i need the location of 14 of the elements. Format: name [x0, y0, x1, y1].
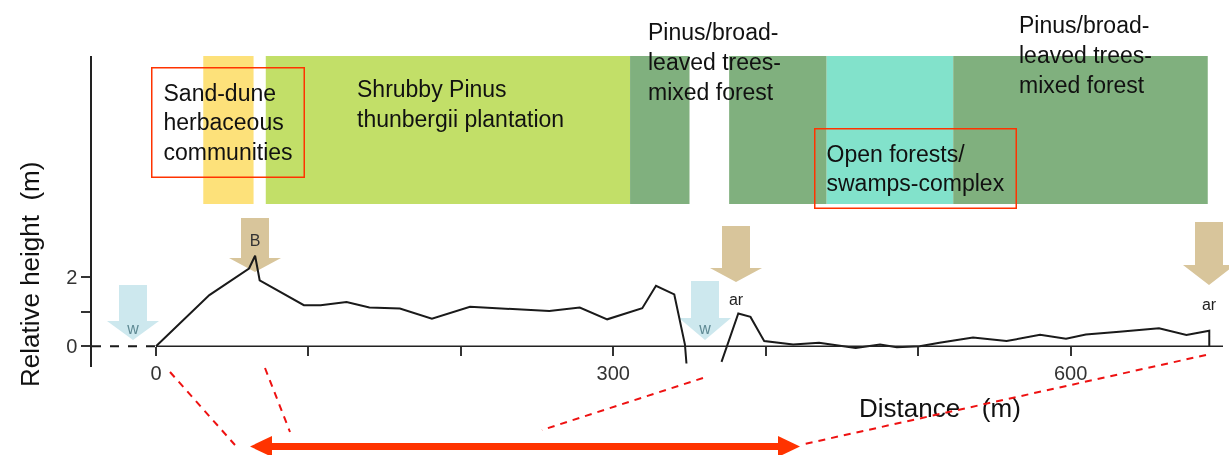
x-tick-label: 600 [1053, 362, 1088, 385]
band-label: Open forests/ swamps-complex [826, 140, 1005, 197]
x-tick-label: 0 [150, 362, 162, 385]
annotation: w [698, 320, 712, 338]
annotation: ar [1200, 296, 1218, 314]
annotation: w [126, 320, 140, 338]
y-axis-title: Relative height (m) [15, 161, 45, 387]
y-tick-label: 2 [66, 266, 78, 289]
x-tick-label: 300 [596, 362, 630, 385]
annotation: B [248, 232, 262, 250]
annotation: ar [727, 291, 745, 309]
band-label: Shrubby Pinus thunbergii plantation [357, 76, 565, 132]
band-label: Pinus/broad- leaved trees- mixed forest [1019, 12, 1152, 98]
x-axis-title: Distance (m) [859, 393, 1021, 423]
